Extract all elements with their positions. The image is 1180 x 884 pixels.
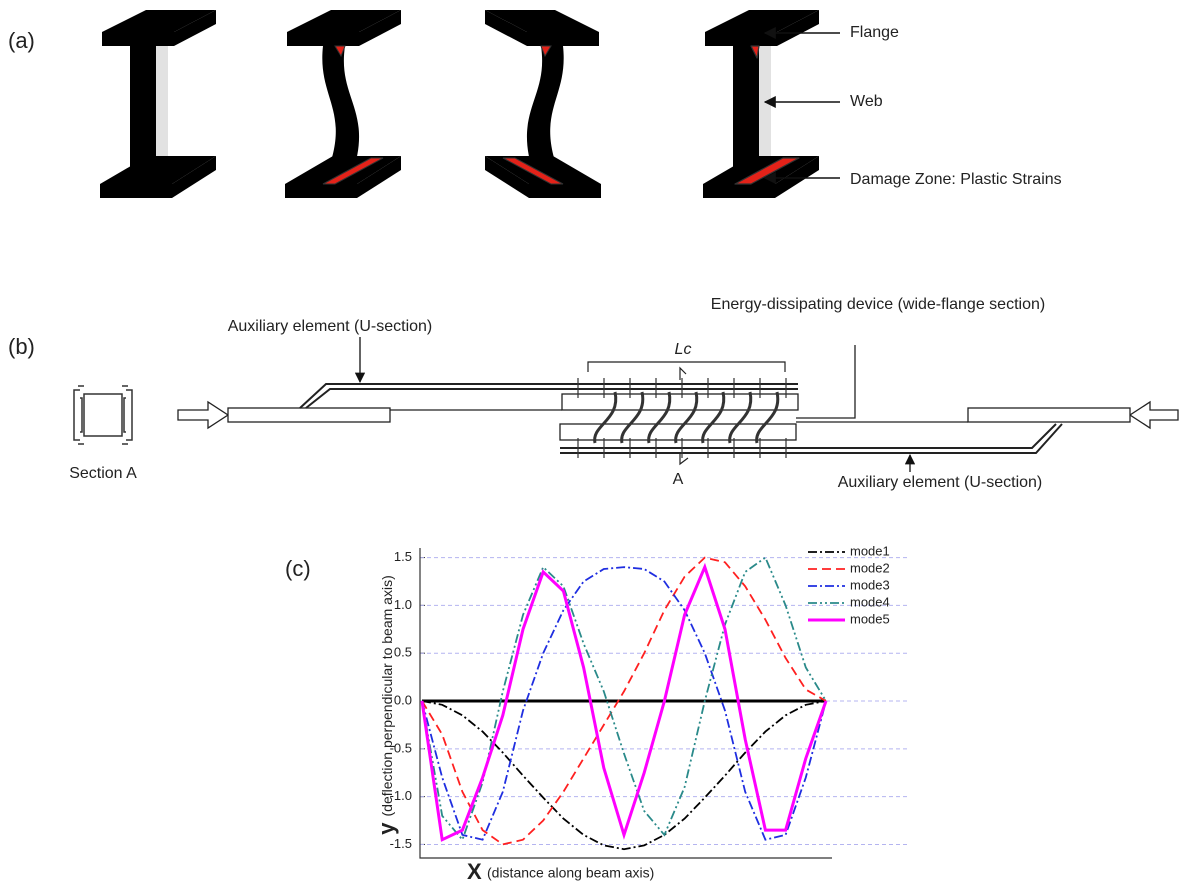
length-bracket — [587, 361, 786, 372]
axes — [419, 548, 832, 859]
strut — [674, 391, 699, 444]
panel-label: (c) — [285, 556, 311, 581]
auxiliary-element — [560, 423, 1063, 454]
chart: -1.5 -1.0 -0.5 0.0 0.5 1.0 1.5 mode1 mode2 mode3 m… — [374, 543, 910, 884]
callout: Web — [850, 93, 883, 110]
legend-label: mode2 — [850, 560, 890, 575]
legend-label: mode3 — [850, 577, 890, 592]
x-axis-symbol: X — [467, 859, 482, 884]
series-line — [421, 566, 827, 841]
y-tick-label: 1.0 — [394, 597, 412, 612]
y-axis-symbol: y — [374, 822, 399, 835]
section-caption: Section A — [69, 465, 137, 482]
callout: Flange — [850, 24, 899, 41]
strut — [755, 391, 780, 444]
y-axis-label: y (deflection perpendicular to beam axis) — [374, 575, 399, 835]
y-tick-label: -1.0 — [390, 788, 412, 803]
label: Auxiliary element (U-section) — [228, 318, 433, 335]
y-tick-label: -0.5 — [390, 740, 412, 755]
strut — [647, 391, 672, 444]
section-cut — [679, 366, 689, 466]
y-tick-label: 0.0 — [394, 692, 412, 707]
strut — [593, 391, 618, 444]
strut — [620, 391, 645, 444]
legend-label: mode5 — [850, 611, 890, 626]
y-axis-text: (deflection perpendicular to beam axis) — [379, 575, 395, 816]
series-line — [421, 700, 827, 851]
strut — [701, 391, 726, 444]
bar — [227, 407, 391, 423]
label: Lc — [675, 341, 692, 358]
i-beam-buckled — [484, 9, 602, 199]
panel-label: (a) — [8, 28, 35, 53]
series-line — [421, 556, 827, 842]
bar — [967, 407, 1131, 423]
panel-label: (b) — [8, 334, 35, 359]
legend-label: mode4 — [850, 594, 890, 609]
i-beam-damaged — [703, 10, 819, 198]
label: Energy-dissipating device (wide-flange s… — [711, 296, 1045, 313]
series-line — [420, 562, 828, 842]
auxiliary-element — [299, 383, 798, 409]
section-a-icon — [73, 385, 133, 445]
force-arrow — [177, 400, 230, 430]
i-beam-buckled — [284, 9, 402, 199]
callout: Damage Zone: Plastic Strains — [850, 171, 1062, 188]
web-struts — [577, 378, 787, 458]
leader — [796, 345, 856, 419]
x-axis-label: (distance along beam axis) — [487, 865, 654, 881]
bar — [561, 393, 799, 411]
i-beam — [100, 10, 216, 198]
y-tick-label: -1.5 — [390, 836, 412, 851]
label: Auxiliary element (U-section) — [838, 474, 1043, 491]
y-tick-label: 0.5 — [394, 645, 412, 660]
force-arrow — [1128, 400, 1179, 430]
y-tick-label: 1.5 — [394, 549, 412, 564]
label: A — [673, 471, 684, 488]
legend-label: mode1 — [850, 543, 890, 558]
series-line — [421, 556, 827, 846]
strut — [728, 391, 753, 444]
